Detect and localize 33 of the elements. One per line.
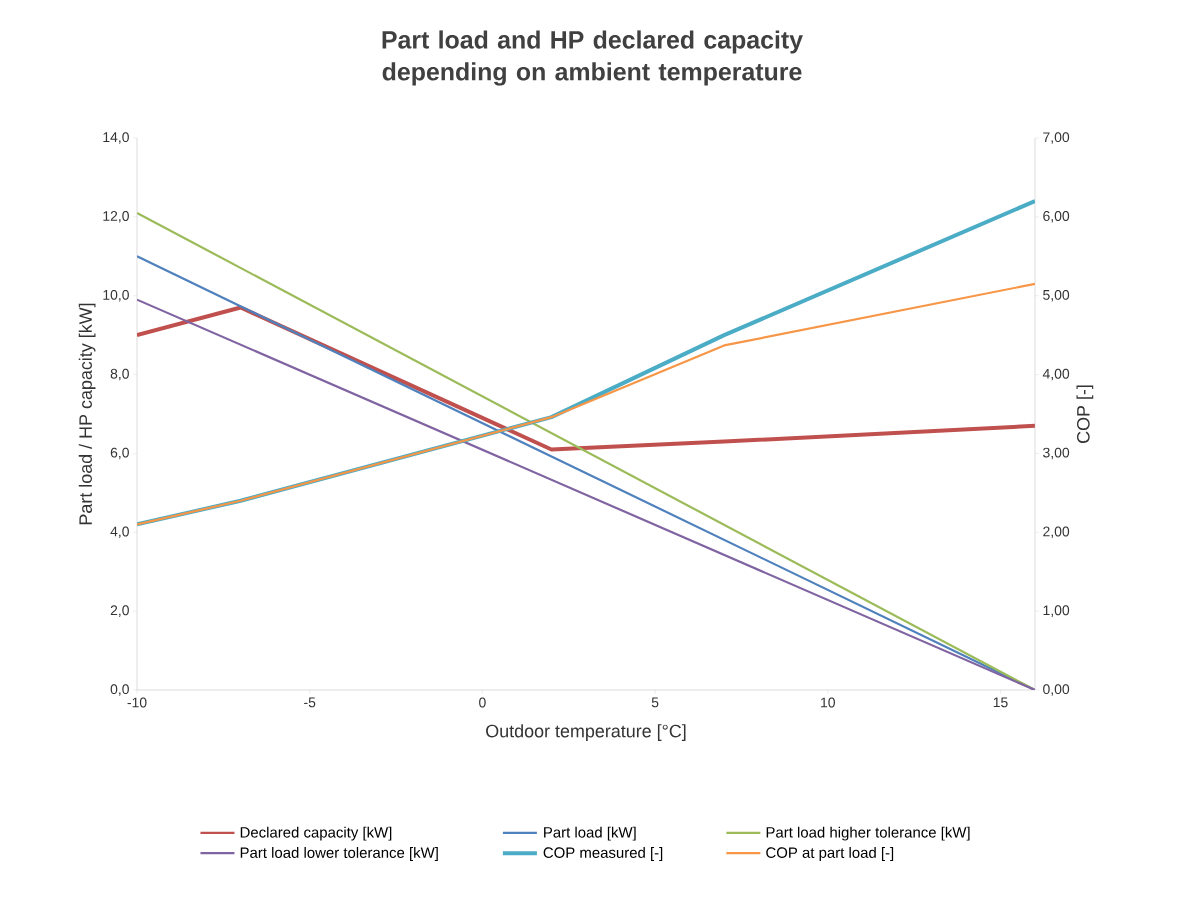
y-axis-title: Part load / HP capacity [kW]: [78, 303, 96, 525]
legend-label: Part load higher tolerance [kW]: [766, 826, 970, 841]
x-tick-label: -10: [127, 697, 147, 708]
y-tick-label: 10,0: [103, 289, 129, 302]
x-axis-title: Outdoor temperature [°C]: [486, 724, 686, 741]
legend-label: Declared capacity [kW]: [240, 826, 392, 841]
y-tick-label: 6,0: [110, 447, 129, 460]
y2-tick-label: 1,00: [1043, 605, 1070, 617]
y2-tick-label: 7,00: [1043, 132, 1070, 144]
line-series: [137, 282, 1036, 526]
x-tick-label: 15: [993, 697, 1008, 708]
y2-tick-label: 2,00: [1043, 526, 1070, 539]
y-tick-label: 8,0: [110, 368, 129, 381]
y-tick-label: 14,0: [103, 132, 129, 144]
x-tick-label: 0: [479, 697, 486, 708]
y2-tick-label: 3,00: [1043, 447, 1070, 460]
legend-label: Part load [kW]: [544, 826, 636, 841]
x-tick-label: -5: [304, 697, 316, 708]
x-tick-label: 10: [821, 697, 835, 708]
y2-tick-label: 4,00: [1042, 368, 1070, 381]
legend-label: Part load lower tolerance [kW]: [240, 846, 438, 861]
x-tick-label: 5: [651, 697, 659, 708]
y-tick-label: 4,0: [110, 526, 129, 539]
y2-tick-label: 5,00: [1043, 289, 1070, 302]
y2-tick-label: 6,00: [1043, 211, 1070, 223]
y-tick-label: 0,0: [110, 684, 129, 696]
y-tick-label: 2,0: [110, 605, 129, 617]
legend-label: COP at part load [-]: [766, 846, 894, 861]
y2-tick-label: 0,00: [1043, 684, 1070, 696]
y2-axis-title: COP [-]: [1076, 385, 1094, 443]
y-tick-label: 12,0: [103, 211, 129, 223]
chart-title: Part load and HP declared capacity depending on ambient temperature: [382, 30, 803, 86]
legend-label: COP measured [-]: [543, 846, 663, 861]
